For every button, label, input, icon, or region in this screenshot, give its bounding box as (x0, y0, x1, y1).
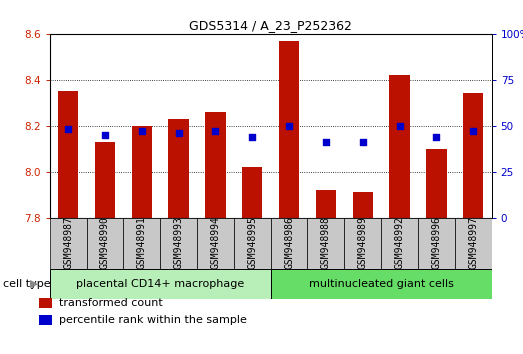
Bar (39, 315, 52, 325)
Bar (344, 218, 381, 269)
Title: GDS5314 / A_23_P252362: GDS5314 / A_23_P252362 (189, 19, 352, 33)
Bar (39, 298, 52, 308)
Point (138, 129, 146, 134)
Text: transformed count: transformed count (59, 298, 163, 308)
Text: GSM948993: GSM948993 (174, 216, 184, 269)
Bar (271, 269, 492, 299)
Bar (279, 40, 299, 218)
Text: GSM948992: GSM948992 (394, 216, 405, 269)
Bar (308, 218, 344, 269)
Text: GSM948987: GSM948987 (63, 216, 73, 269)
Text: GSM948989: GSM948989 (358, 216, 368, 269)
Point (101, 132, 109, 138)
Bar (418, 218, 455, 269)
Bar (316, 190, 336, 218)
Bar (86, 218, 123, 269)
Bar (353, 192, 373, 218)
Bar (271, 218, 308, 269)
Bar (234, 218, 271, 269)
Point (285, 123, 293, 129)
Text: GSM948996: GSM948996 (431, 216, 441, 269)
Bar (50, 218, 86, 269)
Bar (381, 218, 418, 269)
Point (432, 134, 440, 139)
Bar (463, 93, 483, 218)
Bar (455, 218, 492, 269)
Point (174, 130, 183, 136)
Bar (58, 91, 78, 218)
Point (322, 139, 330, 145)
Bar (50, 269, 271, 299)
Text: GSM948997: GSM948997 (468, 216, 478, 269)
Point (469, 129, 477, 134)
Text: GSM948991: GSM948991 (137, 216, 147, 269)
Text: percentile rank within the sample: percentile rank within the sample (59, 315, 247, 325)
Bar (242, 167, 263, 218)
Text: GSM948995: GSM948995 (247, 216, 257, 269)
Text: GSM948986: GSM948986 (284, 216, 294, 269)
Text: placental CD14+ macrophage: placental CD14+ macrophage (76, 279, 244, 289)
Text: ▶: ▶ (30, 279, 39, 289)
Point (248, 134, 256, 139)
Text: cell type: cell type (3, 279, 50, 289)
Bar (160, 218, 197, 269)
Bar (95, 142, 115, 218)
Bar (123, 218, 160, 269)
Text: GSM948994: GSM948994 (210, 216, 220, 269)
Text: GSM948988: GSM948988 (321, 216, 331, 269)
Bar (390, 75, 410, 218)
Point (64, 126, 72, 132)
Text: GSM948990: GSM948990 (100, 216, 110, 269)
Point (359, 139, 367, 145)
Bar (206, 112, 225, 218)
Text: multinucleated giant cells: multinucleated giant cells (309, 279, 453, 289)
Bar (197, 218, 234, 269)
Point (395, 123, 404, 129)
Bar (426, 149, 447, 218)
Bar (132, 126, 152, 218)
Bar (168, 119, 189, 218)
Point (211, 129, 220, 134)
